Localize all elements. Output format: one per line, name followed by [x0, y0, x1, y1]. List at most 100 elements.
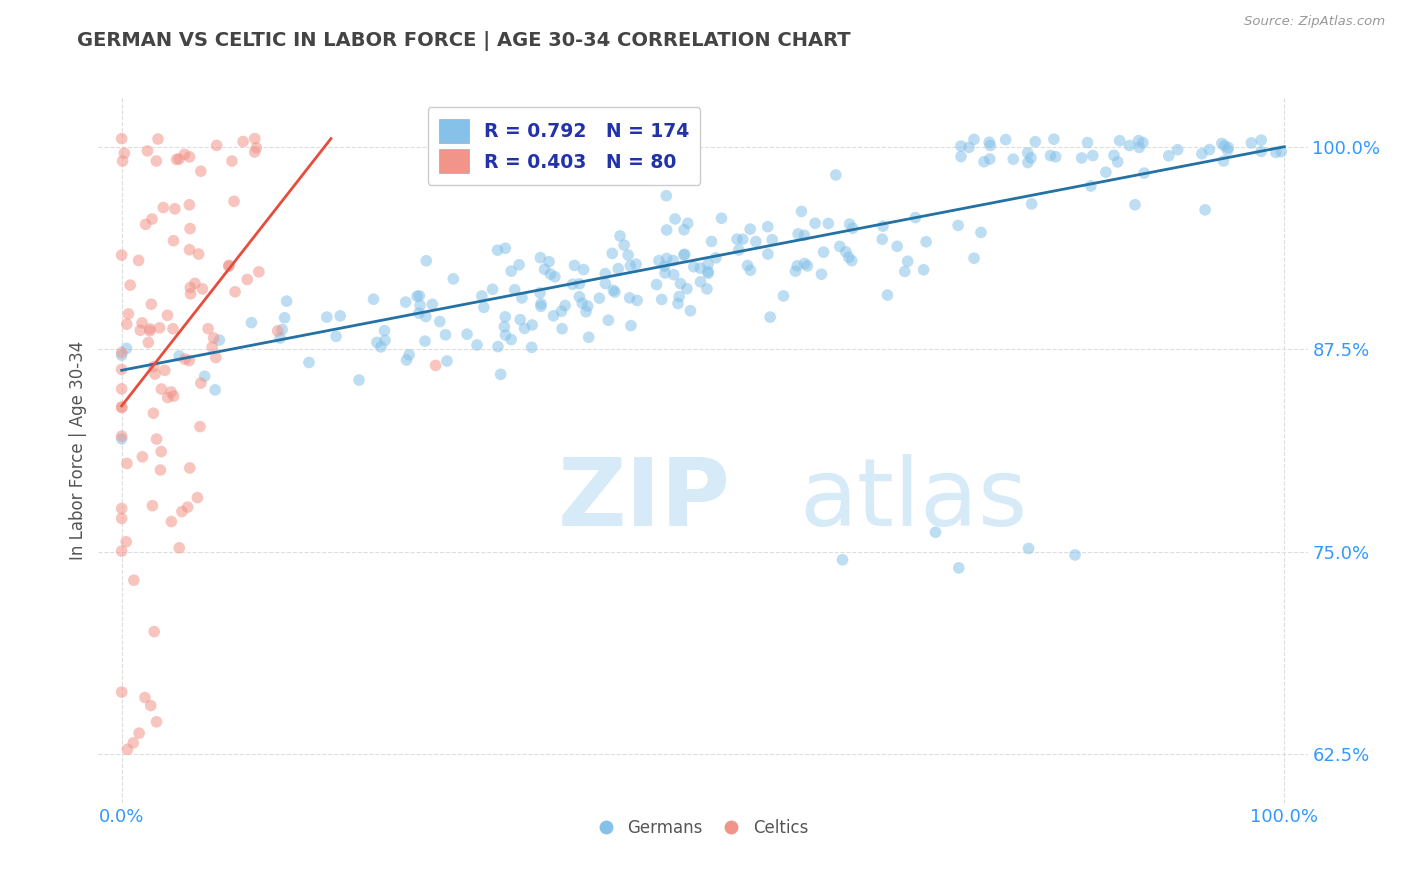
Point	[276, 294, 298, 309]
Point	[486, 340, 509, 354]
Point	[471, 289, 494, 303]
Point	[115, 457, 138, 471]
Point	[602, 283, 624, 297]
Point	[804, 216, 827, 230]
Point	[1167, 143, 1189, 157]
Point	[163, 389, 186, 403]
Point	[676, 216, 699, 230]
Point	[1024, 135, 1046, 149]
Point	[111, 248, 134, 262]
Point	[111, 400, 134, 414]
Point	[143, 624, 166, 639]
Point	[347, 373, 370, 387]
Point	[143, 367, 166, 381]
Point	[568, 277, 591, 291]
Point	[1102, 148, 1125, 162]
Point	[129, 323, 152, 337]
Point	[904, 211, 927, 225]
Point	[551, 321, 574, 335]
Point	[111, 362, 134, 376]
Point	[793, 256, 815, 270]
Point	[946, 219, 969, 233]
Point	[481, 282, 503, 296]
Point	[495, 328, 517, 343]
Point	[167, 541, 190, 555]
Point	[142, 406, 165, 420]
Point	[662, 253, 685, 268]
Point	[117, 307, 139, 321]
Point	[136, 144, 159, 158]
Point	[494, 319, 516, 334]
Point	[136, 335, 159, 350]
Point	[395, 295, 418, 310]
Point	[162, 234, 184, 248]
Point	[655, 252, 678, 266]
Point	[156, 391, 179, 405]
Point	[696, 265, 718, 279]
Point	[790, 204, 813, 219]
Point	[135, 218, 157, 232]
Point	[191, 282, 214, 296]
Point	[1118, 138, 1140, 153]
Point	[1095, 165, 1118, 179]
Point	[796, 259, 818, 273]
Point	[950, 149, 973, 163]
Point	[141, 212, 163, 227]
Point	[179, 461, 201, 475]
Point	[568, 290, 591, 304]
Point	[190, 376, 212, 390]
Point	[325, 329, 347, 343]
Point	[187, 247, 209, 261]
Point	[501, 264, 523, 278]
Point	[619, 291, 641, 305]
Point	[150, 444, 173, 458]
Point	[111, 544, 134, 558]
Point	[595, 277, 617, 291]
Text: ZIP: ZIP	[558, 454, 731, 546]
Point	[167, 152, 190, 166]
Point	[872, 219, 894, 234]
Point	[948, 561, 970, 575]
Point	[949, 139, 972, 153]
Point	[236, 272, 259, 286]
Point	[662, 268, 685, 282]
Point	[1045, 150, 1067, 164]
Point	[204, 383, 226, 397]
Point	[1021, 197, 1043, 211]
Point	[897, 254, 920, 268]
Point	[111, 501, 134, 516]
Point	[146, 132, 169, 146]
Point	[731, 232, 754, 246]
Point	[979, 135, 1001, 149]
Point	[520, 340, 543, 354]
Legend: Germans, Celtics: Germans, Celtics	[591, 813, 815, 844]
Point	[669, 277, 692, 291]
Point	[152, 201, 174, 215]
Point	[617, 248, 640, 262]
Point	[817, 217, 839, 231]
Point	[673, 247, 696, 261]
Point	[111, 131, 134, 145]
Point	[145, 153, 167, 168]
Point	[111, 429, 134, 443]
Point	[222, 194, 245, 209]
Point	[676, 282, 699, 296]
Point	[1216, 143, 1239, 157]
Point	[619, 259, 641, 273]
Point	[682, 260, 704, 274]
Point	[578, 330, 600, 344]
Point	[561, 277, 583, 292]
Point	[436, 354, 458, 368]
Point	[575, 304, 598, 318]
Point	[530, 299, 553, 313]
Point	[139, 322, 162, 336]
Point	[232, 135, 254, 149]
Y-axis label: In Labor Force | Age 30-34: In Labor Force | Age 30-34	[69, 341, 87, 560]
Point	[145, 714, 167, 729]
Point	[179, 280, 201, 294]
Point	[550, 304, 572, 318]
Point	[912, 262, 935, 277]
Point	[240, 316, 263, 330]
Point	[540, 267, 562, 281]
Point	[197, 321, 219, 335]
